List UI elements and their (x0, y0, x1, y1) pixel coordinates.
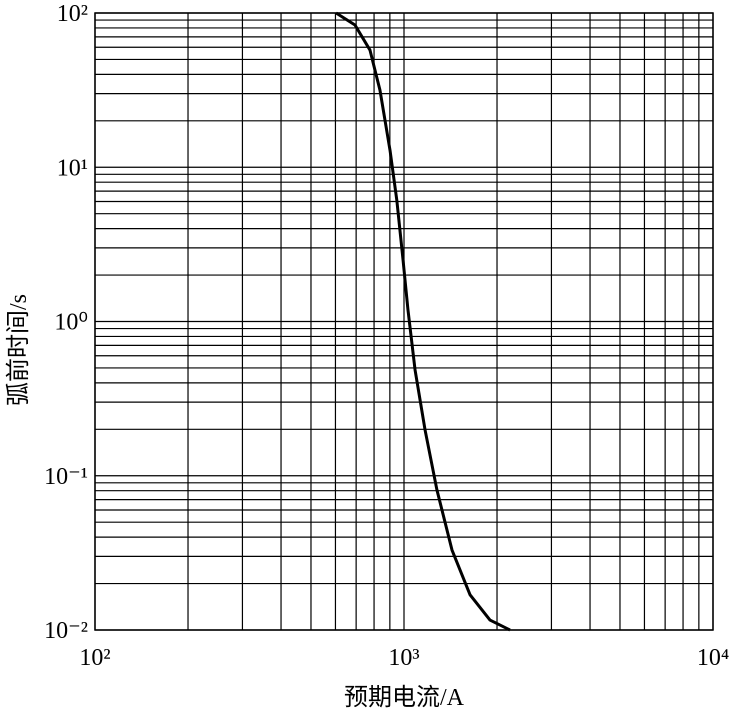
x-tick-label: 10⁴ (697, 645, 729, 671)
y-tick-label: 10⁻² (44, 618, 88, 644)
y-axis-label: 弧前时间/s (5, 294, 32, 406)
plot-frame (94, 12, 714, 631)
x-axis-label: 预期电流/A (344, 684, 465, 711)
x-tick-label: 10² (79, 645, 110, 671)
x-tick-label: 10³ (388, 645, 419, 671)
curve (335, 11, 511, 632)
y-tick-label: 10² (57, 1, 88, 27)
y-tick-label: 10⁰ (54, 310, 88, 336)
y-tick-label: 10⁻¹ (44, 464, 88, 490)
y-tick-label: 10¹ (57, 155, 88, 181)
